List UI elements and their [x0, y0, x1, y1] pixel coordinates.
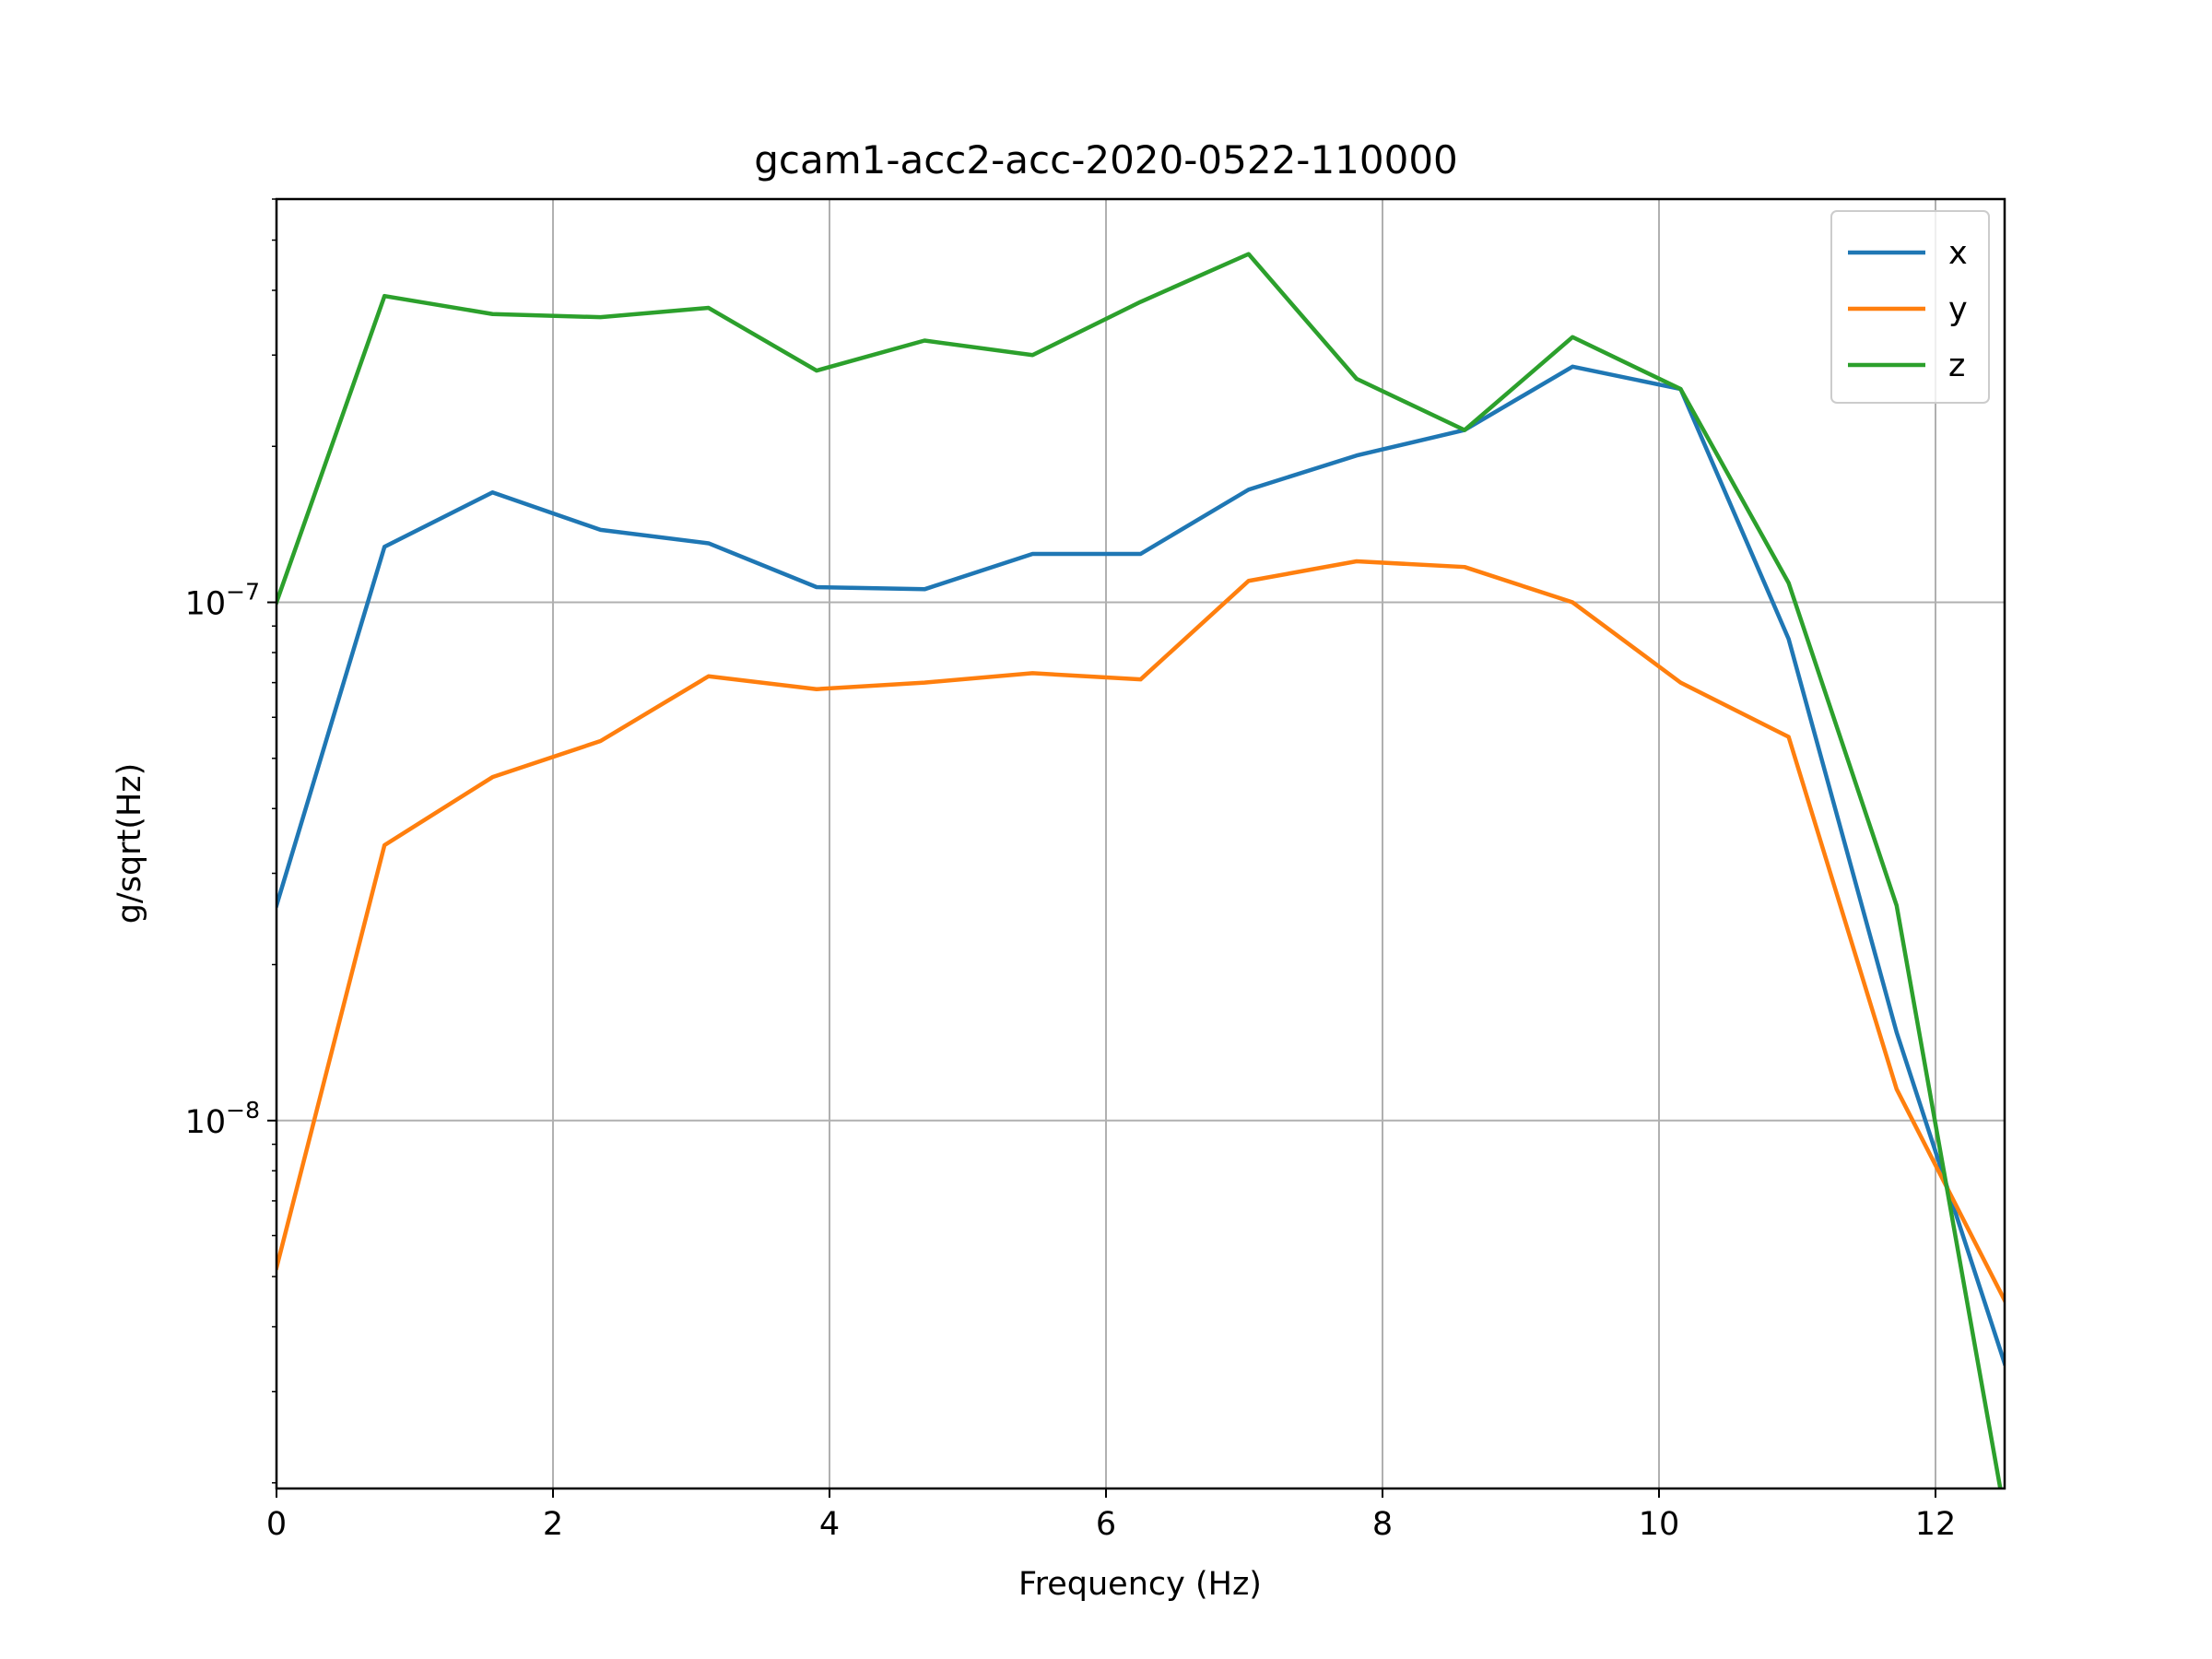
legend: xyz	[1830, 210, 1990, 404]
y-tick-label: 10−7	[185, 579, 260, 623]
y-tick-label-exponent: −7	[226, 579, 260, 606]
x-tick-label: 12	[1915, 1506, 1957, 1543]
legend-label-y: y	[1948, 291, 1968, 328]
x-tick-label: 6	[1096, 1506, 1116, 1543]
series-line-z	[276, 252, 2003, 1488]
x-tick-label: 0	[266, 1506, 287, 1543]
series-line-y	[276, 559, 2005, 1303]
series-layer	[276, 252, 2005, 1488]
y-tick-label-base: 10	[185, 586, 227, 623]
x-axis-label: Frequency (Hz)	[1018, 1566, 1262, 1603]
x-tick-label: 2	[543, 1506, 563, 1543]
series-group	[276, 252, 2005, 1488]
chart-title: gcam1-acc2-acc-2020-0522-110000	[754, 137, 1458, 182]
y-tick-label: 10−8	[185, 1097, 260, 1141]
plot-frame	[275, 197, 2006, 1490]
x-tick-label: 10	[1639, 1506, 1680, 1543]
y-axis: 10−810−7	[185, 198, 276, 1484]
x-tick-label: 8	[1372, 1506, 1393, 1543]
series-line-x	[276, 364, 2005, 1367]
legend-label-x: x	[1948, 235, 1968, 272]
y-axis-label: g/sqrt(Hz)	[112, 763, 148, 924]
x-tick-label: 4	[819, 1506, 840, 1543]
x-axis: 0 2 4 6 8 10 12	[266, 1488, 1956, 1543]
y-tick-label-exponent: −8	[226, 1097, 260, 1124]
legend-label-z: z	[1948, 347, 1965, 384]
y-tick-label-base: 10	[185, 1104, 227, 1141]
